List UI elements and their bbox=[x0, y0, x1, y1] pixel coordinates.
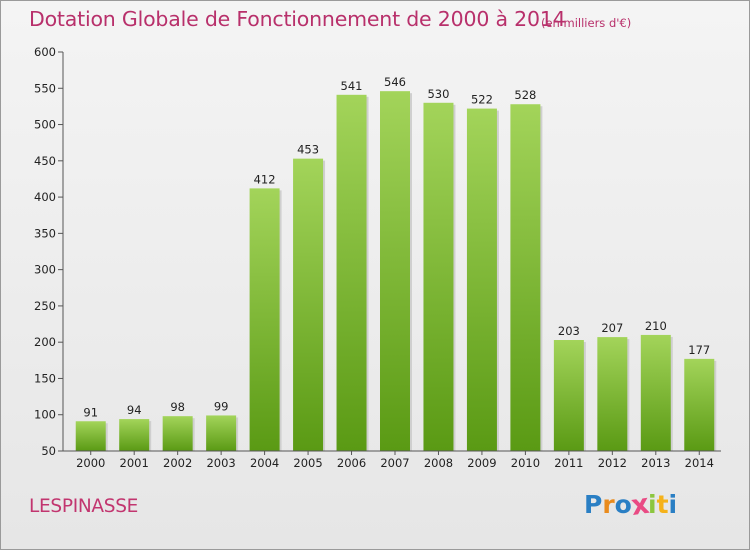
bar-2014 bbox=[684, 358, 715, 451]
y-tick-label: 100 bbox=[34, 408, 56, 422]
bar-2000 bbox=[75, 421, 106, 451]
unit-note: (en milliers d'€) bbox=[541, 16, 632, 30]
data-label-2009: 522 bbox=[471, 93, 493, 107]
data-label-2006: 541 bbox=[341, 79, 363, 93]
bar-2012 bbox=[597, 337, 628, 451]
x-tick-label-2002: 2002 bbox=[163, 456, 192, 470]
bar-2004 bbox=[249, 188, 280, 452]
data-labels-group: 91 94 98 99 412 453 541 546 530 522 528 203 207 210 17… bbox=[83, 75, 710, 419]
logo-letter: t bbox=[656, 490, 669, 519]
data-label-2014: 177 bbox=[688, 343, 710, 357]
y-tick-label: 50 bbox=[41, 444, 56, 458]
logo-letter: i bbox=[648, 490, 657, 519]
y-tick-label: 500 bbox=[34, 118, 56, 132]
y-axis: 50 100 150 200 250 300 350 400 450 500 550 600 bbox=[34, 45, 63, 458]
bar-2006 bbox=[336, 94, 367, 451]
axis-lines bbox=[62, 52, 721, 452]
proxiti-logo[interactable]: Proxiti bbox=[584, 487, 678, 521]
data-label-2013: 210 bbox=[645, 319, 667, 333]
x-tick-label-2014: 2014 bbox=[685, 456, 714, 470]
logo-letter: o bbox=[614, 490, 632, 519]
logo-letter: P bbox=[584, 490, 603, 519]
data-label-2004: 412 bbox=[254, 172, 276, 186]
data-label-2011: 203 bbox=[558, 324, 580, 338]
data-label-2005: 453 bbox=[297, 143, 319, 157]
data-label-2003: 99 bbox=[214, 399, 229, 413]
x-tick-label-2013: 2013 bbox=[641, 456, 670, 470]
x-tick-label-2003: 2003 bbox=[206, 456, 235, 470]
bar-2013 bbox=[640, 334, 671, 451]
logo-letter: r bbox=[602, 490, 615, 519]
bar-2002 bbox=[162, 416, 193, 451]
x-tick-label-2004: 2004 bbox=[250, 456, 279, 470]
x-tick-label-2012: 2012 bbox=[598, 456, 627, 470]
x-tick-label-2005: 2005 bbox=[293, 456, 322, 470]
x-tick-label-2008: 2008 bbox=[424, 456, 453, 470]
data-label-2000: 91 bbox=[83, 405, 98, 419]
y-tick-label: 150 bbox=[34, 371, 56, 385]
chart-title: Dotation Globale de Fonctionnement de 20… bbox=[29, 7, 566, 31]
bar-2011 bbox=[553, 340, 584, 451]
y-tick-label: 600 bbox=[34, 45, 56, 59]
bar-2008 bbox=[423, 102, 454, 452]
y-tick-label: 450 bbox=[34, 154, 56, 168]
bars-group bbox=[75, 91, 717, 452]
x-tick-label-2001: 2001 bbox=[120, 456, 149, 470]
x-tick-label-2000: 2000 bbox=[76, 456, 105, 470]
x-tick-label-2006: 2006 bbox=[337, 456, 366, 470]
y-tick-label: 250 bbox=[34, 299, 56, 313]
bar-2007 bbox=[380, 91, 410, 451]
bar-2010 bbox=[510, 104, 541, 451]
y-tick-label: 400 bbox=[34, 190, 56, 204]
x-tick-label-2009: 2009 bbox=[467, 456, 496, 470]
y-tick-label: 550 bbox=[34, 81, 56, 95]
bar-2001 bbox=[119, 419, 150, 451]
data-label-2002: 98 bbox=[170, 400, 185, 414]
bar-2009 bbox=[466, 108, 497, 452]
data-label-2012: 207 bbox=[601, 321, 623, 335]
x-tick-label-2007: 2007 bbox=[380, 456, 409, 470]
logo-letter: i bbox=[668, 490, 678, 519]
commune-name: LESPINASSE bbox=[29, 496, 139, 517]
data-label-2008: 530 bbox=[427, 87, 449, 101]
data-label-2001: 94 bbox=[127, 403, 142, 417]
y-tick-label: 350 bbox=[34, 226, 56, 240]
data-label-2007: 546 bbox=[384, 75, 406, 89]
y-tick-label: 200 bbox=[34, 335, 56, 349]
data-label-2010: 528 bbox=[514, 88, 536, 102]
x-tick-label-2010: 2010 bbox=[511, 456, 540, 470]
bar-2005 bbox=[293, 158, 324, 451]
x-tick-label-2011: 2011 bbox=[554, 456, 583, 470]
bar-2003 bbox=[206, 415, 237, 451]
x-axis: 2000 2001 2002 2003 2004 2005 2006 2007 2008 2009… bbox=[76, 451, 714, 470]
y-tick-label: 300 bbox=[34, 263, 56, 277]
